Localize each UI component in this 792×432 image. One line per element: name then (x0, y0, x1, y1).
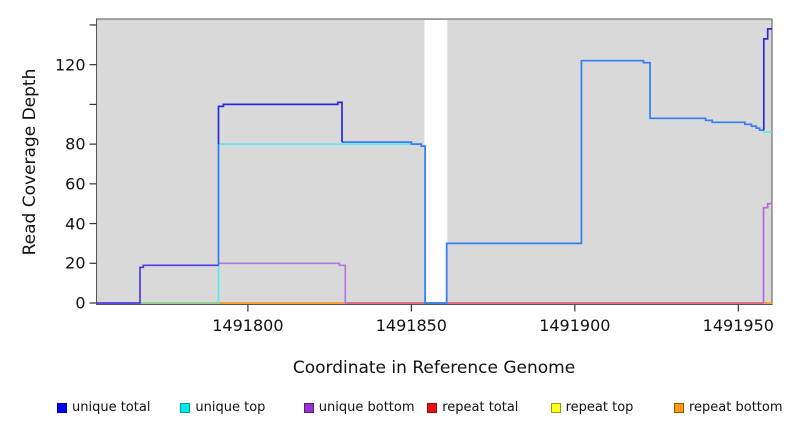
legend-label: repeat top (565, 400, 634, 415)
x-axis-tick-label: 1491900 (539, 315, 611, 335)
y-axis-tick-label: 40 (65, 214, 86, 234)
y-axis-tick-label: 80 (65, 134, 86, 154)
legend-swatch-icon (674, 403, 684, 413)
masked-no-data-region (424, 20, 448, 304)
x-axis-tick-label: 1491950 (702, 315, 774, 335)
x-axis-tick-label: 1491850 (375, 315, 447, 335)
legend-swatch-icon (57, 403, 67, 413)
series-line-unique-bottom-purple-right (762, 202, 772, 303)
x-axis-tick-label: 1491800 (212, 315, 284, 335)
y-axis-tick-label: 20 (65, 253, 86, 273)
series-line-unique-total-bright-main (342, 59, 764, 304)
legend-swatch-icon (550, 403, 561, 413)
legend-label: unique total (72, 400, 151, 415)
legend-label: unique top (195, 400, 266, 415)
legend-label: unique bottom (318, 400, 415, 415)
y-axis-tick-label: 120 (54, 55, 86, 75)
plot-border (96, 18, 773, 305)
legend-swatch-icon (427, 403, 438, 413)
legend-label: repeat bottom (689, 400, 783, 415)
legend-swatch-icon (303, 403, 314, 413)
series-line-unique-total-dark-right (762, 28, 772, 131)
x-axis-title: Coordinate in Reference Genome (292, 358, 576, 378)
legend-swatch-icon (180, 403, 191, 413)
y-axis-tick-label: 0 (75, 293, 86, 313)
y-axis-tick-label: 60 (65, 174, 86, 194)
y-axis-title: Read Coverage Depth (20, 68, 40, 256)
series-line-unique-total-dark-plateau (217, 101, 343, 145)
legend-label: repeat total (442, 400, 519, 415)
series-line-unique-total-indigo-left (96, 264, 219, 304)
